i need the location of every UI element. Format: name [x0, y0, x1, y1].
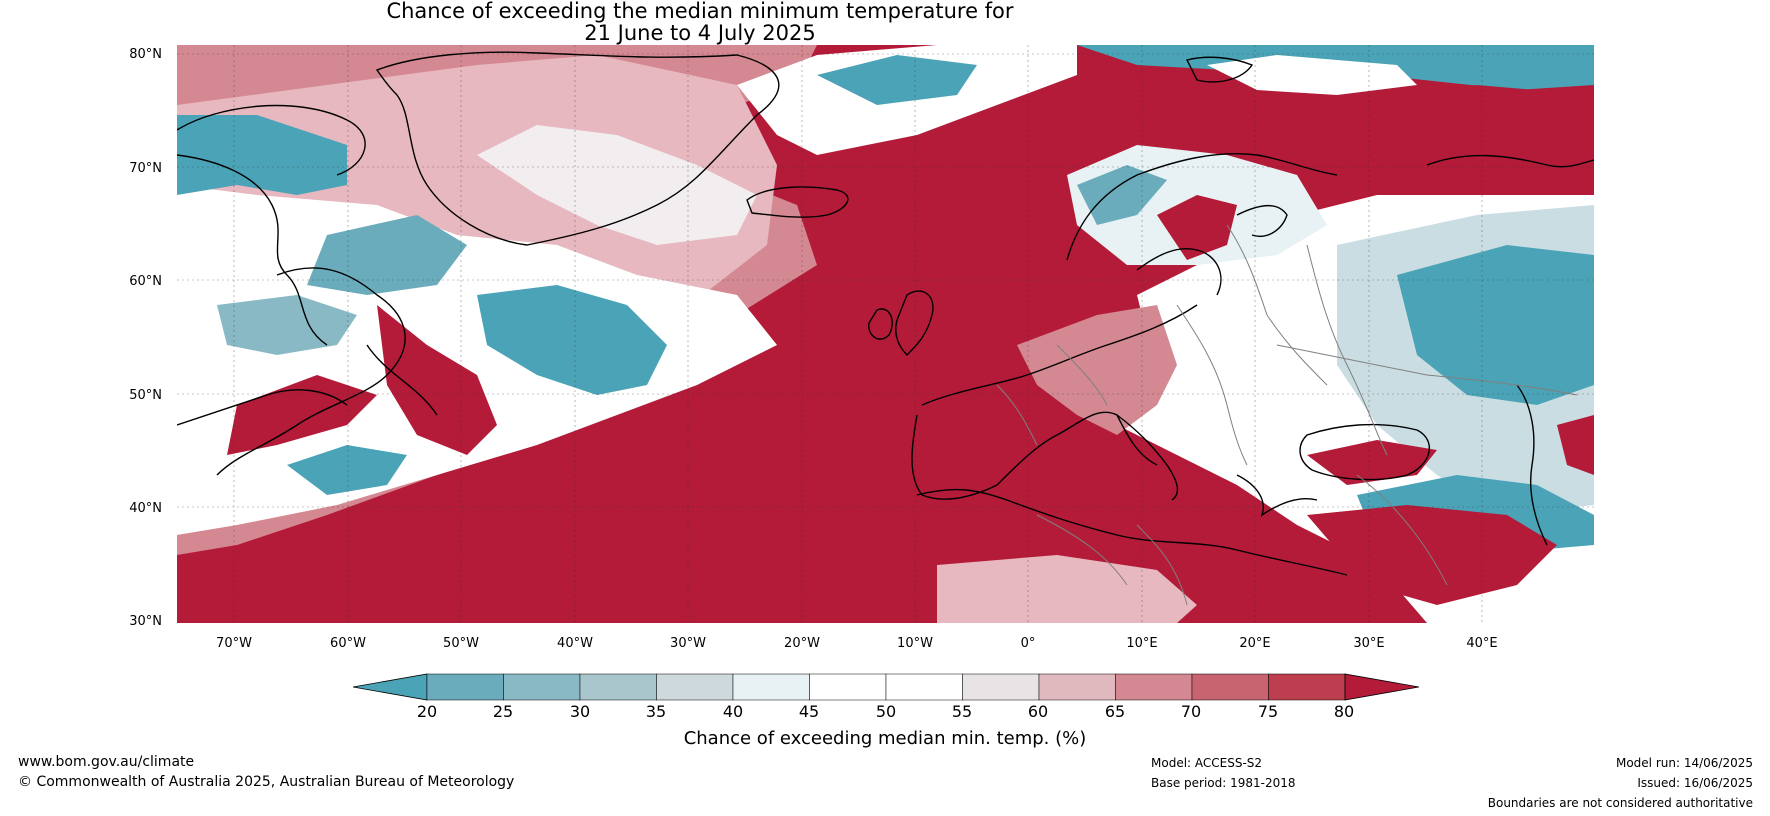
- colorbar-cell: [426, 673, 504, 701]
- region-norway-blue: [1077, 165, 1167, 225]
- colorbar-cell: [885, 673, 963, 701]
- region-nova-scotia-blue: [287, 445, 407, 495]
- colorbar-cell: [1115, 673, 1193, 701]
- lon-label-40e: 40°E: [1466, 636, 1498, 651]
- region-red-band-west: [377, 305, 497, 455]
- region-atlantic-blue2: [217, 295, 357, 355]
- map-title-line1: Chance of exceeding the median minimum t…: [386, 0, 1014, 23]
- colorbar-cell: [809, 673, 887, 701]
- colorbar-tick-70: 70: [1180, 702, 1202, 721]
- colorbar-tick-55: 55: [951, 702, 973, 721]
- lon-label-10e: 10°E: [1126, 636, 1158, 651]
- colorbar-tick-45: 45: [798, 702, 820, 721]
- lat-label-60n: 60°N: [129, 274, 162, 289]
- colorbar-extend-low: [353, 673, 428, 701]
- colorbar-cell: [656, 673, 734, 701]
- lat-label-40n: 40°N: [129, 501, 162, 516]
- region-russia-blue: [1397, 245, 1594, 405]
- colorbar-tick-65: 65: [1104, 702, 1126, 721]
- footer-base-period: Base period: 1981-2018: [1151, 776, 1296, 790]
- colorbar-cell: [1191, 673, 1269, 701]
- colorbar-cell: [579, 673, 657, 701]
- region-greenland-white: [477, 125, 757, 245]
- lon-label-50w: 50°W: [443, 636, 479, 651]
- colorbar-cell: [962, 673, 1040, 701]
- footer-model: Model: ACCESS-S2: [1151, 756, 1263, 770]
- colorbar-tick-40: 40: [722, 702, 744, 721]
- colorbar-cell: [1038, 673, 1116, 701]
- colorbar-tick-25: 25: [492, 702, 514, 721]
- footer-website: www.bom.gov.au/climate: [18, 754, 195, 770]
- region-europe-pink: [1017, 305, 1177, 435]
- footer-model-run: Model run: 14/06/2025: [1615, 756, 1753, 770]
- colorbar-label: Chance of exceeding median min. temp. (%…: [683, 728, 1087, 749]
- region-north-africa-pink: [937, 555, 1197, 623]
- map-title-line2: 21 June to 4 July 2025: [584, 21, 816, 45]
- region-turkey-red: [1307, 505, 1557, 605]
- region-svalbard-white: [1207, 55, 1417, 95]
- lon-label-20w: 20°W: [784, 636, 820, 651]
- footer-copyright: © Commonwealth of Australia 2025, Austra…: [18, 774, 515, 790]
- country-borders: [996, 224, 1578, 606]
- lon-label-70w: 70°W: [216, 636, 252, 651]
- region-east-red-top: [1277, 85, 1594, 195]
- colorbar-tick-50: 50: [875, 702, 897, 721]
- lat-label-30n: 30°N: [129, 614, 162, 629]
- colorbar-tick-35: 35: [645, 702, 667, 721]
- colorbar-extend-high: [1344, 673, 1419, 701]
- colorbar-tick-80: 80: [1333, 702, 1355, 721]
- footer-issued: Issued: 16/06/2025: [1637, 776, 1753, 790]
- coastlines: [177, 51, 1594, 576]
- colorbar-cell: [503, 673, 581, 701]
- footer-disclaimer: Boundaries are not considered authoritat…: [1487, 796, 1753, 810]
- region-arctic-blue: [817, 55, 977, 105]
- colorbar-tick-30: 30: [569, 702, 591, 721]
- lon-label-30w: 30°W: [670, 636, 706, 651]
- lon-label-0: 0°: [1020, 636, 1036, 651]
- region-scand-red: [1157, 195, 1237, 260]
- colorbar-tick-20: 20: [416, 702, 438, 721]
- region-east-edge-red: [1557, 415, 1594, 475]
- lon-label-30e: 30°E: [1353, 636, 1385, 651]
- colorbar-tick-75: 75: [1257, 702, 1279, 721]
- colorbar-cell: [1268, 673, 1346, 701]
- lon-label-20e: 20°E: [1239, 636, 1271, 651]
- lon-label-10w: 10°W: [897, 636, 933, 651]
- colorbar-cell: [732, 673, 810, 701]
- lon-label-60w: 60°W: [330, 636, 366, 651]
- lat-label-50n: 50°N: [129, 388, 162, 403]
- colorbar-tick-60: 60: [1027, 702, 1049, 721]
- probability-map-svg: [177, 45, 1594, 623]
- lat-label-80n: 80°N: [129, 47, 162, 62]
- region-atlantic-blue: [477, 285, 667, 395]
- colorbar: [353, 673, 1419, 701]
- region-blacksea-red: [1307, 440, 1437, 485]
- graticule: [177, 45, 1594, 623]
- region-red-band-2: [227, 375, 377, 455]
- forecast-map: [177, 45, 1594, 623]
- lat-label-70n: 70°N: [129, 161, 162, 176]
- lon-label-40w: 40°W: [557, 636, 593, 651]
- region-baffin-blue: [177, 115, 347, 195]
